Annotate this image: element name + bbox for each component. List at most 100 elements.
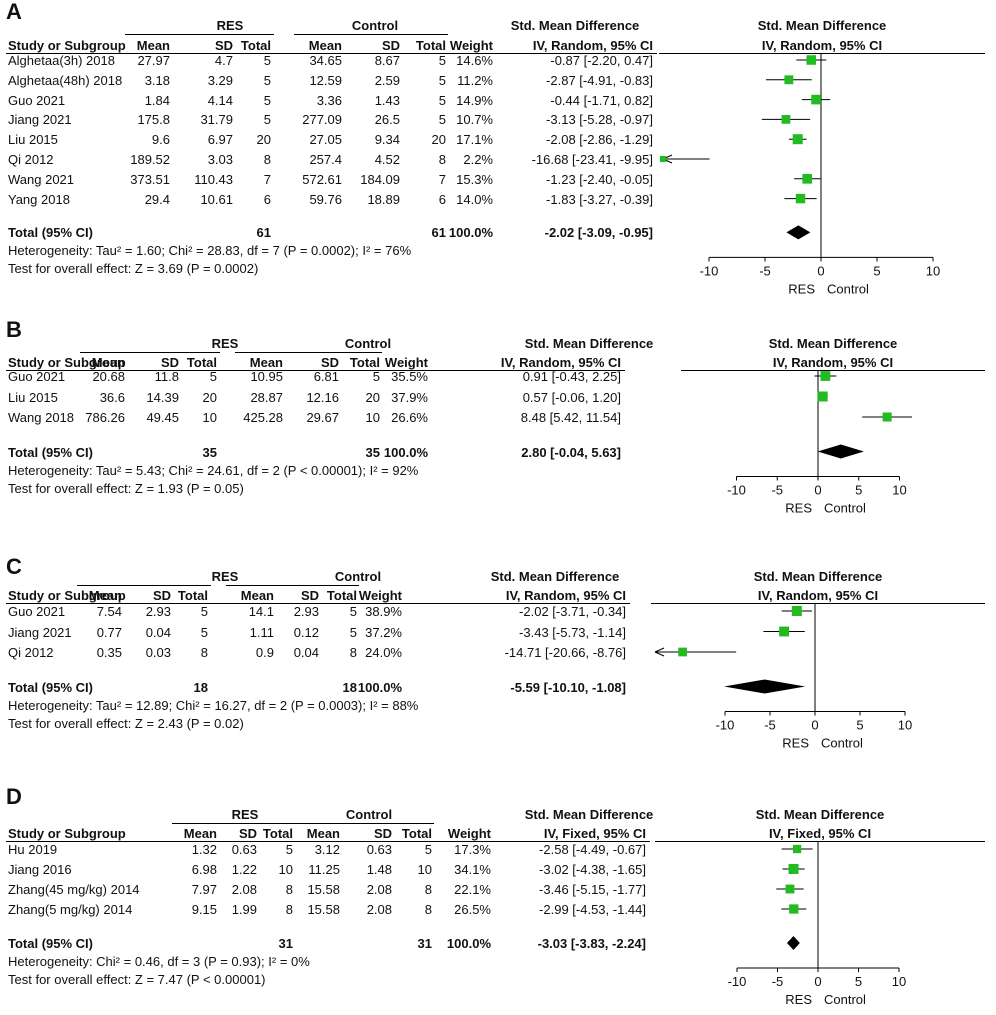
study-total-control: 6 — [438, 191, 446, 207]
study-mean-res: 189.52 — [130, 152, 170, 167]
study-sd-control: 4.52 — [374, 152, 400, 167]
study-sd-control: 26.5 — [374, 112, 400, 128]
group2-header: Control — [345, 807, 393, 822]
effect-header-plot: Std. Mean Difference — [757, 18, 887, 33]
col-header-total: Total — [415, 38, 446, 53]
study-sd-control: 1.43 — [374, 92, 400, 108]
forest-panel-b: B RES Control Std. Mean Difference Std. Mean… — [0, 318, 996, 548]
study-mean-res: 0.77 — [96, 624, 122, 640]
total-n-control: 35 — [365, 444, 380, 460]
forest-panel-d: D RES Control Std. Mean Difference Std. Mean… — [0, 785, 996, 1015]
study-total-res: 5 — [263, 92, 271, 108]
study-sd-res: 10.61 — [200, 191, 233, 207]
col-header-sd: SD — [381, 38, 400, 53]
ci-arrow-left — [654, 647, 665, 657]
col-header-total: Total — [186, 355, 217, 370]
study-weight: 35.5% — [391, 369, 428, 384]
total-n-res: 61 — [256, 225, 271, 241]
study-mean-control: 28.87 — [250, 389, 283, 405]
study-marker — [788, 864, 799, 874]
study-mean-res: 1.32 — [191, 842, 217, 857]
study-sd-control: 6.81 — [313, 369, 339, 384]
col-header-sd: SD — [238, 826, 257, 841]
study-sd-res: 31.79 — [200, 112, 233, 128]
study-mean-res: 29.4 — [144, 191, 170, 207]
study-weight: 2.2% — [463, 152, 493, 167]
study-ci: -2.02 [-3.71, -0.34] — [519, 604, 626, 619]
study-weight: 17.3% — [454, 842, 491, 857]
x-tick-label: -5 — [771, 483, 783, 498]
study-mean-res: 7.54 — [96, 604, 122, 619]
study-name: Hu 2019 — [8, 842, 58, 857]
study-sd-res: 1.99 — [231, 902, 257, 917]
study-marker — [785, 884, 795, 894]
study-ci: -2.87 [-4.91, -0.83] — [546, 72, 653, 88]
header-rule-plot — [655, 841, 985, 842]
x-tick-label: -5 — [764, 718, 776, 733]
study-sd-control: 8.67 — [374, 53, 400, 68]
study-total-control: 5 — [372, 369, 380, 384]
study-sd-res: 0.04 — [145, 624, 171, 640]
study-weight: 10.7% — [456, 112, 493, 128]
col-header-mean: Mean — [308, 38, 342, 53]
total-weight: 100.0% — [446, 936, 491, 951]
group2-header: Control — [344, 336, 392, 351]
method-header-table: IV, Random, 95% CI — [505, 588, 626, 603]
forest-plot: -10 -5 0 5 10 RES Control — [728, 842, 906, 1007]
x-tick-label: 0 — [811, 718, 818, 733]
study-sd-res: 3.29 — [207, 72, 233, 88]
effect-header-plot: Std. Mean Difference — [753, 569, 883, 584]
col-header-mean: Mean — [249, 355, 283, 370]
col-header-total: Total — [326, 588, 357, 603]
col-header-sd: SD — [160, 355, 179, 370]
col-header-study: Study or Subgroup — [8, 355, 126, 370]
heterogeneity-text: Heterogeneity: Tau² = 5.43; Chi² = 24.61… — [8, 462, 419, 478]
col-header-mean: Mean — [91, 355, 125, 370]
study-weight: 37.2% — [365, 624, 402, 640]
total-ci: -3.03 [-3.83, -2.24] — [537, 936, 646, 951]
group2-underline — [226, 585, 359, 586]
col-header-total: Total — [177, 588, 208, 603]
col-header-total: Total — [240, 38, 271, 53]
study-total-control: 8 — [424, 882, 432, 897]
col-header-sd: SD — [214, 38, 233, 53]
x-tick-label: 5 — [856, 718, 863, 733]
study-total-control: 5 — [438, 72, 446, 88]
study-sd-control: 184.09 — [360, 171, 400, 187]
study-sd-control: 2.08 — [366, 902, 392, 917]
study-weight: 24.0% — [365, 645, 402, 660]
study-total-control: 8 — [424, 902, 432, 917]
header-rule-table — [6, 370, 625, 371]
group1-header: RES — [211, 336, 239, 351]
x-tick-label: 5 — [855, 483, 862, 498]
x-tick-label: -10 — [716, 718, 735, 733]
study-mean-res: 3.18 — [144, 72, 170, 88]
effect-header-table: Std. Mean Difference — [524, 807, 654, 822]
study-name: Wang 2018 — [8, 410, 75, 425]
x-tick-label: 5 — [873, 263, 880, 278]
study-total-res: 5 — [200, 604, 208, 619]
x-label-control: Control — [821, 736, 863, 751]
study-total-res: 8 — [285, 902, 293, 917]
study-sd-control: 29.67 — [306, 410, 339, 425]
study-name: Qi 2012 — [8, 645, 54, 660]
total-ci: -2.02 [-3.09, -0.95] — [544, 225, 653, 241]
study-weight: 11.2% — [457, 72, 493, 88]
study-ci: -0.87 [-2.20, 0.47] — [550, 53, 653, 68]
study-marker — [678, 647, 687, 657]
study-marker — [784, 75, 794, 85]
study-name: Liu 2015 — [8, 389, 58, 405]
study-name: Qi 2012 — [8, 152, 54, 167]
study-ci: 8.48 [5.42, 11.54] — [520, 410, 621, 425]
study-sd-res: 3.03 — [207, 152, 233, 167]
study-sd-res: 4.7 — [214, 53, 233, 68]
study-weight: 38.9% — [365, 604, 402, 619]
study-mean-control: 27.05 — [309, 132, 342, 148]
study-total-control: 5 — [349, 624, 357, 640]
study-name: Guo 2021 — [8, 604, 66, 619]
study-ci: -2.58 [-4.49, -0.67] — [539, 842, 646, 857]
x-tick-label: -5 — [759, 263, 771, 278]
study-mean-control: 1.11 — [249, 624, 274, 640]
study-ci: 0.91 [-0.43, 2.25] — [522, 369, 621, 384]
pooled-diamond — [786, 225, 811, 240]
